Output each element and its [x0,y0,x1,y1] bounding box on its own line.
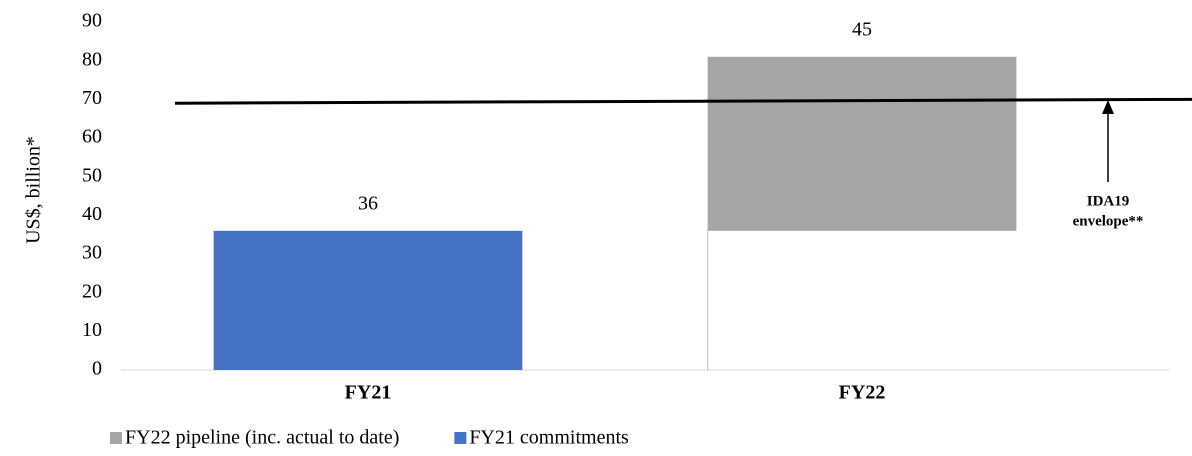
bar [213,230,523,370]
y-tick-label: 50 [82,164,102,186]
legend-swatch [110,432,122,444]
bar [708,231,1017,370]
annotation: IDA19 [1087,193,1130,209]
y-tick-label: 90 [82,10,102,32]
y-tick-label: 10 [82,319,102,341]
legend-label: FY22 pipeline (inc. actual to date) [125,427,399,449]
y-tick-label: 70 [82,87,102,109]
y-tick-label: 30 [82,242,102,264]
legend-swatch [454,432,467,444]
y-tick-label: 20 [82,280,102,302]
annotation: envelope** [1073,213,1144,229]
y-tick-label: 60 [82,126,102,148]
bar [707,56,1017,231]
data-label: 36 [358,192,378,214]
x-tick-label: FY21 [345,382,392,404]
arrow-head [1102,100,1114,114]
y-tick-label: 0 [92,358,102,380]
y-tick-label: 40 [82,203,102,225]
x-tick-label: FY22 [839,382,886,404]
legend-label: FY21 commitments [469,427,629,449]
y-tick-label: 80 [82,48,102,70]
y-axis-label: US$, billion* [23,136,45,244]
data-label: 45 [852,18,872,40]
reference-line [174,97,1192,105]
